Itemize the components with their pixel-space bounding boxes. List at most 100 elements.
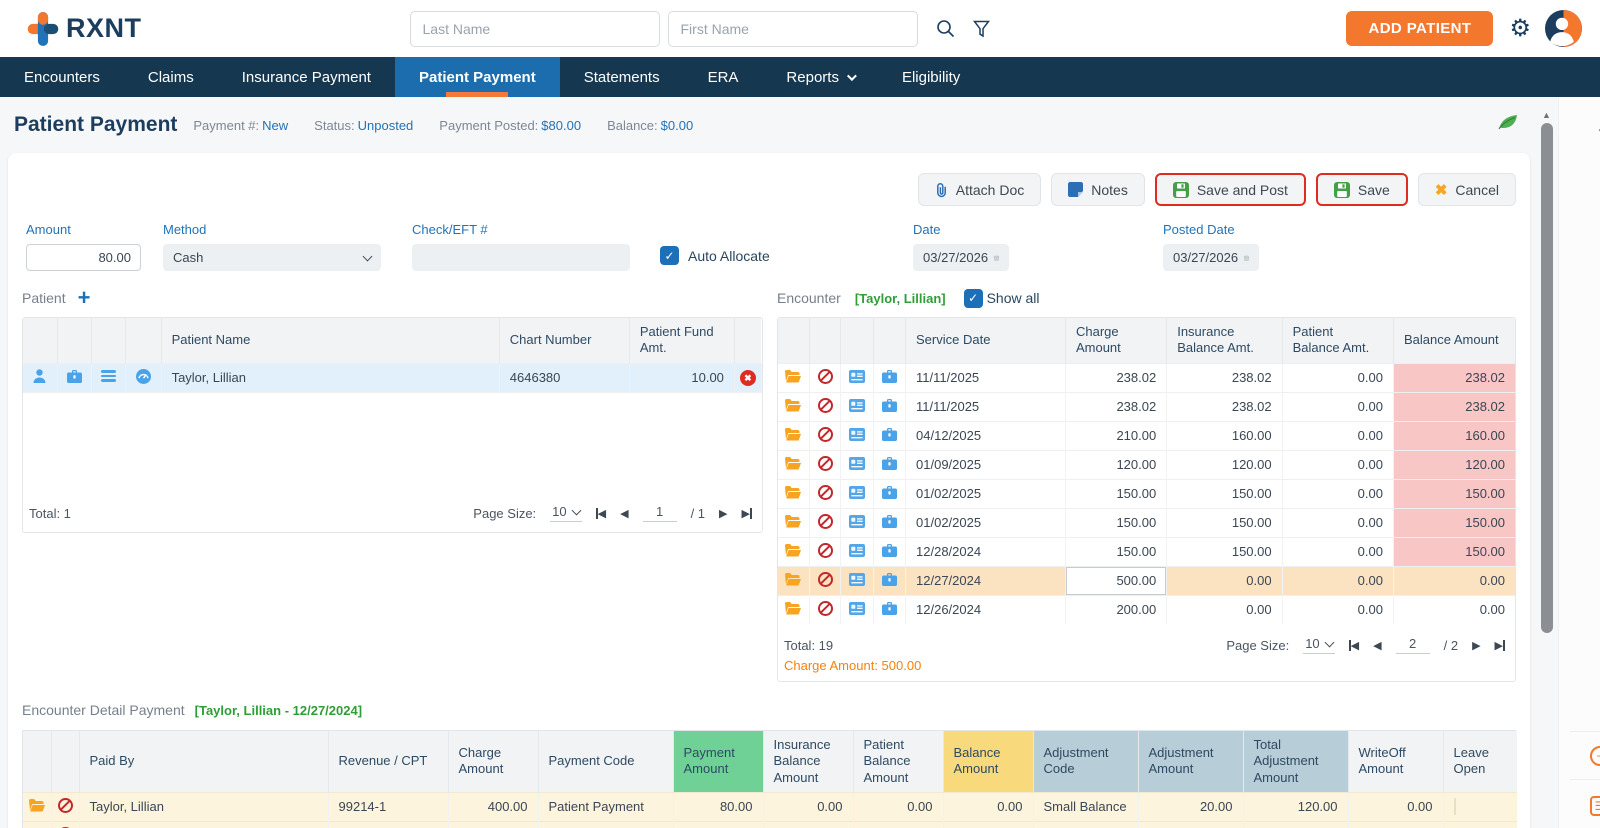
next-page-icon[interactable]: ▶	[719, 507, 728, 520]
nav-era[interactable]: ERA	[707, 68, 739, 86]
save-button[interactable]: Save	[1315, 173, 1408, 206]
leaf-icon[interactable]	[1497, 112, 1518, 136]
detail-row[interactable]: Taylor, Lillian 99214-1 400.00 Patient P…	[23, 791, 1517, 822]
no-entry-icon[interactable]	[817, 368, 833, 384]
encounter-row[interactable]: 11/11/2025 238.02 238.02 0.00 238.02	[777, 362, 1515, 392]
menu-lines-icon[interactable]	[100, 368, 116, 384]
last-page-icon[interactable]: ▶	[1494, 639, 1505, 652]
attach-doc-button[interactable]: Attach Doc	[917, 173, 1042, 206]
id-card-icon[interactable]	[848, 427, 865, 441]
open-folder-icon[interactable]	[785, 543, 802, 557]
collapse-panel-icon[interactable]: «	[1599, 121, 1600, 138]
nav-claims[interactable]: Claims	[147, 68, 194, 86]
nav-reports[interactable]: Reports	[762, 57, 878, 97]
open-folder-icon[interactable]	[785, 485, 802, 499]
last-page-icon[interactable]: ▶	[741, 507, 752, 520]
gauge-icon[interactable]	[135, 368, 151, 384]
nav-encounters[interactable]: Encounters	[24, 68, 100, 86]
no-entry-icon[interactable]	[817, 542, 833, 558]
save-and-post-button[interactable]: Save and Post	[1154, 173, 1306, 206]
amount-input[interactable]: 80.00	[26, 244, 141, 271]
adjustment-code-cell[interactable]	[1033, 820, 1139, 828]
writeoff-amount-cell[interactable]: 0.00	[1348, 791, 1444, 822]
no-entry-icon[interactable]	[817, 600, 833, 616]
rxnt-logo[interactable]: RXNT	[26, 10, 142, 48]
rail-minus-icon[interactable]: −	[1590, 746, 1600, 766]
first-name-input[interactable]	[667, 10, 918, 47]
encounter-row[interactable]: 01/09/2025 120.00 120.00 0.00 120.00	[777, 449, 1515, 479]
no-entry-icon[interactable]	[817, 455, 833, 471]
payment-amount-cell[interactable]: 80.00	[673, 791, 764, 822]
encounter-row[interactable]: 01/02/2025 150.00 150.00 0.00 150.00	[777, 478, 1515, 508]
nav-patient-payment[interactable]: Patient Payment	[394, 57, 560, 97]
scrollbar-thumb[interactable]	[1540, 123, 1553, 633]
leave-open-checkbox[interactable]	[1453, 798, 1456, 816]
id-card-icon[interactable]	[848, 543, 865, 557]
notes-button[interactable]: Notes	[1051, 173, 1145, 206]
no-entry-icon[interactable]	[817, 397, 833, 413]
no-entry-icon[interactable]	[817, 484, 833, 500]
briefcase-icon[interactable]	[881, 572, 897, 586]
vertical-scrollbar[interactable]: ▲	[1539, 110, 1554, 670]
posted-date-input[interactable]: 03/27/2026	[1163, 244, 1259, 271]
open-folder-icon[interactable]	[28, 798, 45, 812]
adjustment-amount-cell[interactable]: 20.00	[1138, 791, 1244, 822]
payment-amount-cell[interactable]: 0.00	[673, 820, 764, 828]
no-entry-icon[interactable]	[817, 426, 833, 442]
remove-patient-icon[interactable]: ✖	[739, 370, 756, 387]
auto-allocate-checkbox[interactable]: ✓	[660, 246, 679, 265]
next-page-icon[interactable]: ▶	[1472, 639, 1481, 652]
id-card-icon[interactable]	[848, 514, 865, 528]
adjustment-amount-cell[interactable]: 0.00	[1138, 820, 1244, 828]
briefcase-icon[interactable]	[881, 514, 897, 528]
briefcase-icon[interactable]	[881, 601, 897, 615]
open-folder-icon[interactable]	[785, 369, 802, 383]
avatar[interactable]	[1545, 10, 1582, 47]
id-card-icon[interactable]	[848, 601, 865, 615]
open-folder-icon[interactable]	[785, 601, 802, 615]
add-patient-row-icon[interactable]: +	[77, 285, 91, 311]
method-select[interactable]: Cash	[163, 244, 381, 271]
no-entry-icon[interactable]	[817, 513, 833, 529]
briefcase-icon[interactable]	[881, 456, 897, 470]
scroll-up-arrow[interactable]: ▲	[1542, 110, 1551, 120]
search-icon[interactable]	[936, 19, 955, 38]
id-card-icon[interactable]	[848, 572, 865, 586]
check-eft-input[interactable]	[412, 244, 630, 271]
date-input[interactable]: 03/27/2026	[913, 244, 1009, 271]
last-name-input[interactable]	[409, 10, 660, 47]
gear-icon[interactable]: ⚙	[1509, 14, 1531, 42]
no-entry-icon[interactable]	[57, 797, 73, 813]
first-page-icon[interactable]: ◀	[1348, 639, 1360, 652]
id-card-icon[interactable]	[848, 369, 865, 383]
open-folder-icon[interactable]	[785, 456, 802, 470]
first-page-icon[interactable]: ◀	[595, 507, 607, 520]
page-number-input[interactable]: 1	[642, 504, 677, 522]
briefcase-icon[interactable]	[881, 485, 897, 499]
briefcase-icon[interactable]	[881, 427, 897, 441]
cancel-button[interactable]: ✖ Cancel	[1417, 173, 1516, 206]
id-card-icon[interactable]	[848, 398, 865, 412]
open-folder-icon[interactable]	[785, 572, 802, 586]
encounter-row[interactable]: 11/11/2025 238.02 238.02 0.00 238.02	[777, 391, 1515, 421]
encounter-row[interactable]: 01/02/2025 150.00 150.00 0.00 150.00	[777, 507, 1515, 537]
briefcase-icon[interactable]	[881, 369, 897, 383]
no-entry-icon[interactable]	[817, 571, 833, 587]
nav-statements[interactable]: Statements	[583, 68, 660, 86]
prev-page-icon[interactable]: ◀	[1373, 639, 1382, 652]
person-icon[interactable]	[33, 369, 46, 383]
encounter-row[interactable]: 12/27/2024 500.00 0.00 0.00 0.00	[777, 565, 1515, 595]
writeoff-amount-cell[interactable]: 0.00	[1348, 820, 1444, 828]
detail-row[interactable]: Taylor, Lillian 66761 100.00 Patient Pay…	[23, 820, 1517, 828]
encounter-row[interactable]: 12/28/2024 150.00 150.00 0.00 150.00	[777, 536, 1515, 566]
briefcase-icon[interactable]	[881, 543, 897, 557]
rail-doc-icon[interactable]: ☰	[1590, 796, 1600, 816]
open-folder-icon[interactable]	[785, 398, 802, 412]
encounter-row[interactable]: 12/26/2024 200.00 0.00 0.00 0.00	[777, 594, 1515, 624]
patient-row[interactable]: Taylor, Lillian 4646380 10.00 ✖	[23, 362, 762, 392]
id-card-icon[interactable]	[848, 456, 865, 470]
page-size-select[interactable]: 10	[1303, 636, 1335, 654]
page-number-input[interactable]: 2	[1395, 636, 1430, 654]
page-size-select[interactable]: 10	[550, 504, 582, 522]
show-all-checkbox[interactable]: ✓	[963, 288, 983, 308]
